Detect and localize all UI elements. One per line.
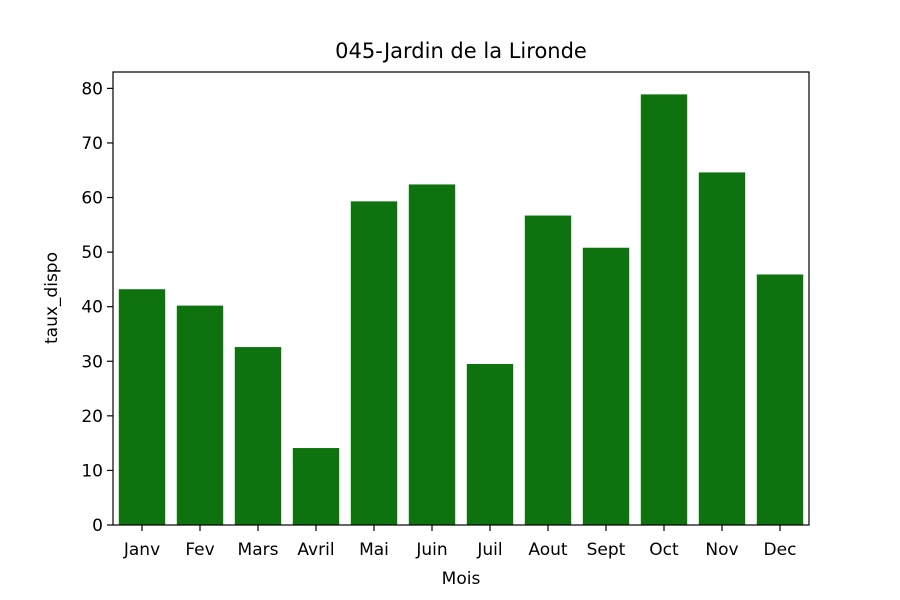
bar-avril (292, 448, 340, 525)
bar-aout (524, 215, 572, 526)
x-tick-label: Dec (764, 540, 797, 560)
y-tick-label: 80 (81, 79, 103, 99)
y-tick-label: 30 (81, 352, 103, 372)
x-tick-label: Avril (297, 540, 334, 560)
y-axis: 0 10 20 30 40 50 60 70 80 (81, 79, 113, 536)
y-tick-label: 20 (81, 407, 103, 427)
bar-dec (756, 274, 804, 525)
y-tick-label: 50 (81, 243, 103, 263)
y-axis-label: taux_dispo (42, 252, 62, 344)
bar-oct (640, 94, 688, 525)
x-tick-label: Janv (123, 540, 160, 560)
bar-fev (176, 305, 224, 525)
y-tick-label: 60 (81, 189, 103, 209)
bar-mai (350, 201, 398, 525)
x-tick-label: Juin (415, 540, 447, 560)
y-tick-label: 70 (81, 134, 103, 154)
x-tick-label: Aout (528, 540, 568, 560)
x-tick-label: Mai (359, 540, 389, 560)
bar-juil (466, 363, 514, 525)
x-axis-label: Mois (442, 569, 481, 589)
bar-juin (408, 184, 456, 525)
bar-janv (118, 289, 166, 525)
x-tick-label: Nov (705, 540, 738, 560)
bar-mars (234, 347, 282, 525)
bars-group (118, 94, 804, 526)
bar-nov (698, 172, 746, 526)
x-axis: Janv Fev Mars Avril Mai Juin Juil Aout Sept Oct No… (123, 525, 797, 560)
y-tick-label: 10 (81, 461, 103, 481)
x-tick-label: Mars (238, 540, 279, 560)
x-tick-label: Sept (587, 540, 626, 560)
plot-frame (112, 71, 810, 526)
y-tick-label: 0 (92, 516, 103, 536)
chart-title: 045-Jardin de la Lironde (335, 39, 587, 63)
x-tick-label: Oct (649, 540, 679, 560)
bar-sept (582, 247, 630, 526)
y-tick-label: 40 (81, 298, 103, 318)
x-tick-label: Fev (185, 540, 214, 560)
x-tick-label: Juil (476, 540, 502, 560)
